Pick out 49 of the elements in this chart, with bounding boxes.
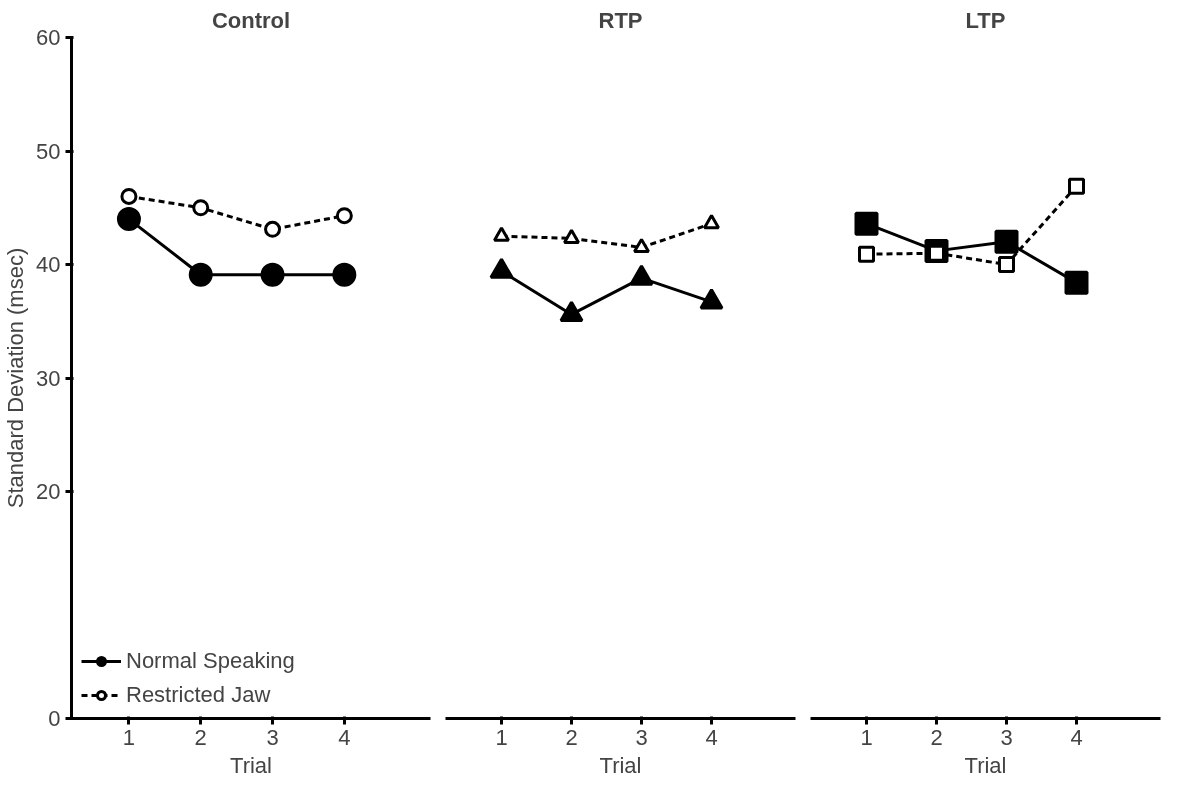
x-axis-title: Trial: [230, 752, 272, 778]
chart-title: RTP: [598, 7, 643, 33]
x-tick-label: 3: [635, 724, 648, 750]
point: [858, 245, 875, 263]
point: [489, 257, 514, 279]
point: [703, 214, 720, 230]
legend-label: Restricted Jaw: [126, 682, 271, 708]
point: [192, 199, 210, 217]
x-tick-label: 4: [338, 724, 351, 750]
point: [854, 211, 879, 236]
legend-label: Normal Speaking: [126, 648, 295, 674]
y-tick-label: 40: [36, 252, 61, 277]
y-tick-label: 50: [36, 138, 61, 164]
x-axis-title: Trial: [964, 752, 1007, 778]
point: [116, 207, 141, 232]
point: [629, 264, 654, 286]
point: [335, 207, 353, 225]
point: [563, 228, 580, 244]
point: [493, 226, 510, 242]
x-tick-label: 3: [1000, 724, 1013, 750]
x-axis-title: Trial: [599, 752, 642, 778]
point: [1068, 177, 1085, 195]
point: [188, 262, 213, 287]
point: [1064, 270, 1089, 295]
x-tick-label: 2: [565, 724, 578, 750]
y-axis-title: Standard Deviation (msec): [3, 247, 29, 509]
point: [559, 300, 584, 322]
x-tick-label: 2: [930, 724, 943, 750]
x-tick-label: 1: [495, 724, 508, 750]
point: [260, 262, 285, 287]
point: [332, 262, 357, 287]
x-tick-label: 4: [1070, 724, 1083, 750]
point: [633, 237, 650, 254]
point: [264, 220, 282, 238]
chart-title: Control: [211, 7, 291, 33]
x-tick-label: 1: [860, 724, 873, 750]
x-tick-label: 1: [122, 724, 136, 750]
y-tick-label: 30: [36, 365, 61, 391]
x-tick-label: 3: [266, 724, 279, 750]
y-tick-label: 0: [48, 706, 61, 731]
y-tick-label: 20: [36, 479, 61, 504]
y-tick-label: 60: [36, 25, 61, 50]
chart-title: LTP: [965, 7, 1006, 33]
point: [699, 288, 724, 310]
point: [998, 256, 1015, 273]
x-tick-label: 4: [705, 724, 718, 750]
x-tick-label: 2: [194, 724, 207, 750]
point: [120, 187, 138, 205]
point: [994, 229, 1019, 254]
